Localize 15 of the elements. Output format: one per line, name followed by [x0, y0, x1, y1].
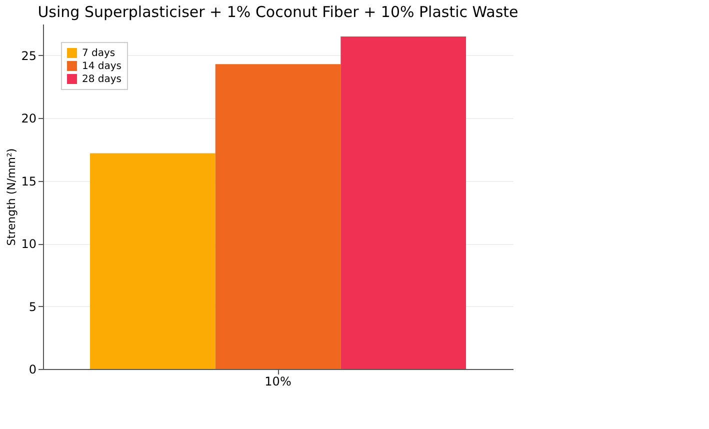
y-axis-title: Strength (N/mm²): [5, 148, 18, 246]
legend-label: 7 days: [82, 48, 116, 59]
y-tick-label: 0: [28, 362, 36, 376]
chart-title: Using Superplasticiser + 1% Coconut Fiber + 10% Plastic Waste: [38, 3, 518, 21]
bar: [340, 36, 466, 369]
y-tick-label: 20: [21, 112, 36, 126]
bar: [90, 153, 216, 369]
y-tick-label: 5: [28, 300, 36, 314]
y-tick-label: 25: [21, 48, 36, 63]
x-tick-label: 10%: [264, 374, 292, 388]
legend-label: 28 days: [82, 74, 122, 85]
legend-label: 14 days: [82, 61, 122, 72]
y-tick-label: 15: [21, 174, 36, 188]
y-tick-label: 10: [21, 237, 36, 252]
bar: [215, 64, 341, 369]
